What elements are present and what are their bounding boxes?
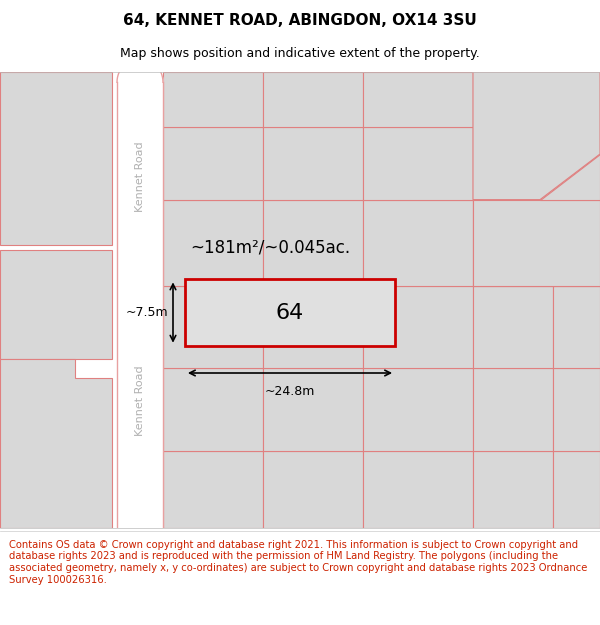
Text: Map shows position and indicative extent of the property.: Map shows position and indicative extent… bbox=[120, 48, 480, 61]
Bar bbox=[163, 369, 263, 451]
Bar bbox=[473, 369, 553, 451]
Polygon shape bbox=[473, 199, 600, 286]
Bar bbox=[363, 199, 473, 286]
Bar bbox=[163, 451, 263, 528]
Text: Contains OS data © Crown copyright and database right 2021. This information is : Contains OS data © Crown copyright and d… bbox=[9, 540, 587, 584]
Bar bbox=[163, 72, 263, 127]
Polygon shape bbox=[473, 72, 600, 199]
Polygon shape bbox=[117, 58, 163, 82]
Polygon shape bbox=[0, 359, 112, 528]
Text: ~24.8m: ~24.8m bbox=[265, 385, 315, 398]
Bar bbox=[553, 451, 600, 528]
Bar bbox=[163, 286, 263, 368]
Bar bbox=[263, 451, 363, 528]
Bar bbox=[117, 72, 163, 528]
Bar bbox=[263, 127, 363, 199]
Text: Kennet Road: Kennet Road bbox=[135, 141, 145, 212]
Bar bbox=[473, 72, 553, 127]
Bar bbox=[553, 72, 600, 127]
Bar bbox=[0, 250, 112, 359]
Bar bbox=[363, 451, 473, 528]
Bar bbox=[363, 127, 473, 199]
Bar bbox=[363, 286, 473, 368]
Text: Kennet Road: Kennet Road bbox=[135, 365, 145, 436]
Text: ~181m²/~0.045ac.: ~181m²/~0.045ac. bbox=[190, 239, 350, 256]
Bar bbox=[0, 72, 112, 245]
Bar bbox=[185, 279, 395, 346]
Polygon shape bbox=[540, 154, 600, 199]
Bar bbox=[553, 369, 600, 451]
Text: ~7.5m: ~7.5m bbox=[125, 306, 168, 319]
Bar bbox=[263, 286, 363, 368]
Bar bbox=[263, 369, 363, 451]
Bar bbox=[473, 127, 553, 199]
Bar bbox=[473, 286, 553, 368]
Bar bbox=[163, 199, 263, 286]
Bar bbox=[363, 72, 473, 127]
Bar bbox=[473, 451, 553, 528]
Text: 64: 64 bbox=[276, 302, 304, 322]
Bar bbox=[363, 369, 473, 451]
Text: 64, KENNET ROAD, ABINGDON, OX14 3SU: 64, KENNET ROAD, ABINGDON, OX14 3SU bbox=[123, 12, 477, 28]
Bar bbox=[553, 199, 600, 286]
Bar bbox=[553, 286, 600, 368]
Bar bbox=[473, 199, 553, 286]
Bar bbox=[263, 72, 363, 127]
Bar bbox=[553, 127, 600, 199]
Bar bbox=[163, 127, 263, 199]
Bar bbox=[263, 199, 363, 286]
